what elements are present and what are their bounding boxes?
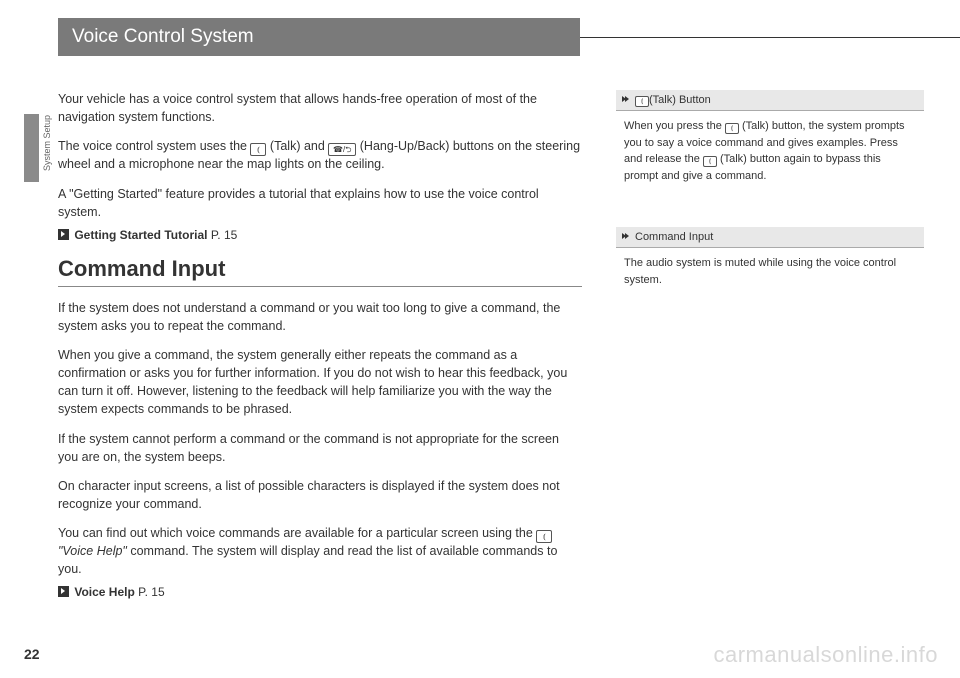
page-number: 22 (24, 646, 40, 662)
side-arrow-icon (622, 232, 632, 242)
side-note: ⦅ (Talk) Button When you press the ⦅ (Ta… (616, 90, 924, 191)
talk-icon: ⦅ (725, 123, 739, 134)
xref-arrow-icon (58, 229, 69, 240)
talk-icon: ⦅ (635, 96, 649, 107)
paragraph: On character input screens, a list of po… (58, 477, 582, 513)
watermark: carmanualsonline.info (713, 642, 938, 668)
cross-reference: Getting Started Tutorial P. 15 (58, 228, 582, 242)
paragraph: A "Getting Started" feature provides a t… (58, 185, 582, 221)
xref-page: P. 15 (211, 228, 237, 242)
page-title: Voice Control System (72, 26, 254, 48)
side-note-header: Command Input (616, 227, 924, 248)
cross-reference: Voice Help P. 15 (58, 585, 582, 599)
side-column: ⦅ (Talk) Button When you press the ⦅ (Ta… (616, 90, 924, 331)
xref-label: Voice Help (74, 585, 134, 599)
talk-icon: ⦅ (703, 156, 717, 167)
side-note-title: Command Input (635, 231, 713, 243)
side-note: Command Input The audio system is muted … (616, 227, 924, 295)
side-arrow-icon (622, 95, 632, 105)
hangup-icon: ☎/⮌ (328, 143, 356, 156)
xref-arrow-icon (58, 586, 69, 597)
side-note-body: The audio system is muted while using th… (616, 248, 924, 295)
paragraph: If the system cannot perform a command o… (58, 430, 582, 466)
xref-label: Getting Started Tutorial (74, 228, 207, 242)
talk-icon: ⦅ (250, 143, 266, 156)
paragraph: When you give a command, the system gene… (58, 346, 582, 419)
paragraph: If the system does not understand a comm… (58, 299, 582, 335)
sidebar-tab (24, 114, 39, 182)
paragraph: The voice control system uses the ⦅ (Tal… (58, 137, 582, 173)
section-heading: Command Input (58, 256, 582, 282)
main-content: Your vehicle has a voice control system … (58, 90, 582, 613)
paragraph: Your vehicle has a voice control system … (58, 90, 582, 126)
side-note-body: When you press the ⦅ (Talk) button, the … (616, 111, 924, 191)
section-rule (58, 286, 582, 287)
page-header: Voice Control System (58, 18, 580, 56)
side-note-title: (Talk) Button (649, 94, 711, 106)
side-note-header: ⦅ (Talk) Button (616, 90, 924, 111)
xref-page: P. 15 (138, 585, 164, 599)
talk-icon: ⦅ (536, 530, 552, 543)
header-rule (580, 37, 960, 38)
sidebar-label: System Setup (42, 115, 52, 171)
paragraph: You can find out which voice commands ar… (58, 524, 582, 578)
